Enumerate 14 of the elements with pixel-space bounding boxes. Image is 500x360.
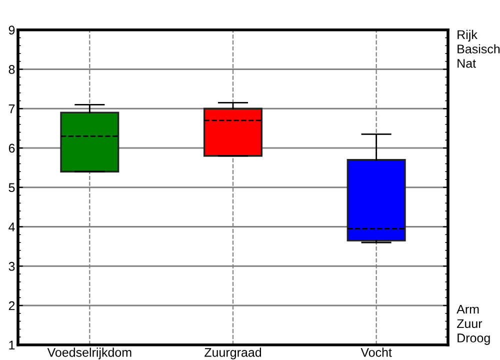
y-tick-label: 4 xyxy=(8,222,15,232)
y-tick-label: 6 xyxy=(8,144,15,153)
text: Rijk Basisch Nat xyxy=(458,30,500,68)
y-tick-label: 3 xyxy=(8,262,15,271)
text: Arm Zuur Droog xyxy=(456,304,490,345)
y-tick-label: 2 xyxy=(8,301,15,310)
y-tick-label: 8 xyxy=(8,65,15,74)
y-tick-label: 7 xyxy=(8,104,15,114)
x-tick-label: Zuurgraad xyxy=(204,348,262,360)
x-tick-label: Vocht xyxy=(360,348,392,357)
y-tick-label: 9 xyxy=(8,26,15,35)
y-tick-label: 5 xyxy=(8,183,15,192)
x-tick-label: Voedselrijkdom xyxy=(47,348,132,360)
y-tick-label: 1 xyxy=(9,340,15,350)
